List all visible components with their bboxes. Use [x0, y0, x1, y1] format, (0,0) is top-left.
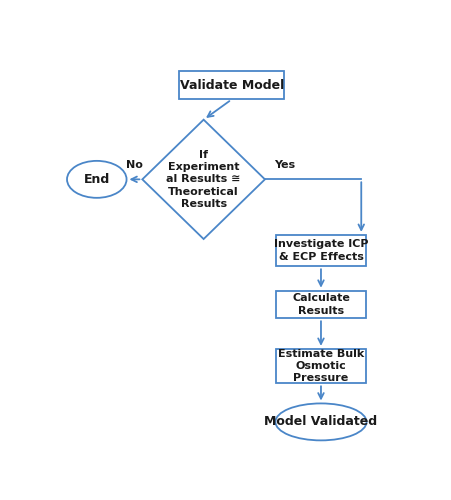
FancyBboxPatch shape — [276, 290, 365, 318]
Text: Investigate ICP
& ECP Effects: Investigate ICP & ECP Effects — [273, 240, 368, 262]
Ellipse shape — [67, 161, 126, 198]
Text: If
Experiment
al Results ≅
Theoretical
Results: If Experiment al Results ≅ Theoretical R… — [166, 150, 240, 209]
Polygon shape — [142, 120, 264, 239]
Text: No: No — [126, 160, 143, 170]
Ellipse shape — [275, 404, 366, 440]
Text: Model Validated: Model Validated — [264, 416, 377, 428]
Text: Calculate
Results: Calculate Results — [291, 294, 349, 316]
Text: Estimate Bulk
Osmotic
Pressure: Estimate Bulk Osmotic Pressure — [277, 348, 364, 384]
FancyBboxPatch shape — [276, 349, 365, 384]
FancyBboxPatch shape — [179, 70, 284, 100]
Text: Yes: Yes — [273, 160, 294, 170]
FancyBboxPatch shape — [276, 235, 365, 266]
Text: End: End — [83, 173, 110, 186]
Text: Validate Model: Validate Model — [179, 78, 283, 92]
